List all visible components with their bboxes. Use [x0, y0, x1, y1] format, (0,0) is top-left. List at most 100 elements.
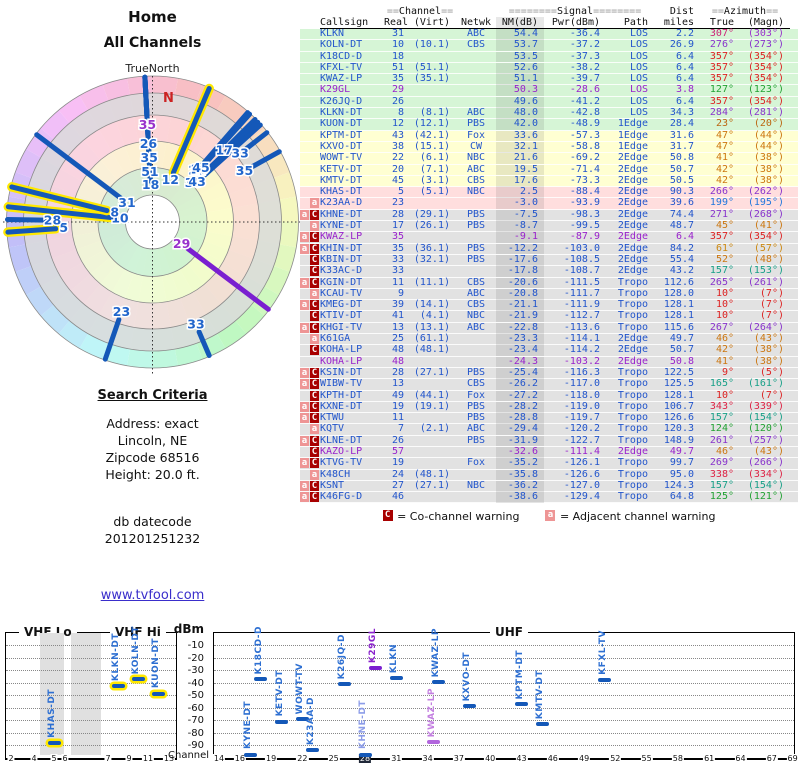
- cell-real: 7: [397, 423, 404, 435]
- gridline: [214, 670, 794, 671]
- cell-miles: 48.7: [669, 220, 694, 232]
- dbm-tick-label: -30: [187, 665, 204, 676]
- cell-callsign: K48CH: [320, 468, 351, 480]
- cell-pwr: -126.1: [563, 457, 600, 469]
- cell-azimuth-true: 42°: [715, 163, 734, 175]
- cell-netwk: ABC: [466, 107, 486, 119]
- cell-nm: 42.0: [496, 119, 544, 131]
- cell-path: 1Edge: [617, 129, 648, 141]
- co-channel-icon: C: [310, 401, 319, 412]
- cell-pwr: -126.6: [563, 468, 600, 480]
- cell-netwk: CBS: [466, 299, 486, 311]
- co-channel-legend: C = Co-channel warning: [382, 510, 519, 523]
- adjacent-channel-icon: a: [300, 367, 309, 378]
- cell-warnings: [300, 97, 320, 108]
- signal-bar: [111, 684, 125, 688]
- cell-callsign: KWAZ-LP: [320, 231, 363, 243]
- cell-netwk: CBS: [466, 174, 486, 186]
- cell-azimuth-magn: (123°): [747, 84, 784, 96]
- cell-callsign: KLKN: [320, 28, 345, 39]
- cell-callsign: KHNE-DT: [320, 208, 363, 220]
- cell-path: Tropo: [617, 299, 648, 311]
- cell-azimuth-magn: (41°): [753, 220, 784, 232]
- cell-azimuth-magn: (354°): [747, 73, 784, 85]
- channel-tick: 52: [609, 754, 622, 763]
- cell-callsign: K29GL: [320, 84, 351, 96]
- cell-path: 1Edge: [617, 118, 648, 130]
- cell-azimuth-true: 42°: [715, 174, 734, 186]
- cell-real: 48: [391, 355, 404, 367]
- gridline: [6, 720, 176, 721]
- cell-real: 57: [391, 445, 404, 457]
- cell-azimuth-magn: (257°): [747, 434, 784, 446]
- cell-callsign: WIBW-TV: [320, 378, 363, 390]
- cell-miles: 115.6: [663, 321, 694, 333]
- svg-text:33: 33: [231, 146, 248, 161]
- cell-warnings: a: [300, 334, 320, 345]
- cell-warnings: a: [300, 469, 320, 481]
- channel-tick: 37: [452, 754, 465, 763]
- tvfool-link[interactable]: www.tvfool.com: [100, 588, 205, 603]
- cell-azimuth-magn: (334°): [747, 468, 784, 480]
- dbm-tick-label: -50: [187, 690, 204, 701]
- co-channel-icon: C: [310, 458, 319, 469]
- cell-real: 24: [391, 468, 404, 480]
- vhf-hi-label: VHF Hi: [110, 626, 166, 639]
- svg-text:28: 28: [44, 212, 61, 227]
- cell-azimuth-true: 157°: [709, 265, 734, 277]
- cell-path: Tropo: [617, 310, 648, 322]
- cell-real: 18: [391, 50, 404, 62]
- svg-text:10: 10: [111, 211, 129, 226]
- cell-virt: [410, 52, 456, 63]
- cell-virt: [410, 266, 456, 277]
- cell-azimuth-true: 266°: [709, 186, 734, 198]
- bar-station-label: K23AA-D: [305, 696, 316, 745]
- cell-nm: -17.8: [496, 265, 544, 278]
- cell-pwr: -119.0: [563, 400, 600, 412]
- cell-miles: 120.3: [663, 423, 694, 435]
- cell-real: 35: [391, 242, 404, 254]
- cell-pwr: -73.3: [569, 174, 600, 186]
- gridline: [6, 695, 176, 696]
- cell-netwk: CBS: [466, 276, 486, 288]
- cell-path: 2Edge: [617, 186, 648, 198]
- cell-callsign: KLNE-DT: [320, 434, 363, 446]
- table-row: C KOHA-LP 48 (48.1) -23.4 -114.2 2Edge 5…: [300, 344, 798, 357]
- cell-virt: (26.1): [413, 220, 450, 232]
- cell-pwr: -93.9: [569, 197, 600, 209]
- adjacent-text: = Adjacent channel warning: [559, 510, 716, 523]
- channel-tick: 55: [640, 754, 653, 763]
- cell-miles: 50.8: [669, 355, 694, 367]
- cell-azimuth-true: 42°: [715, 344, 734, 356]
- cell-miles: 26.9: [669, 39, 694, 51]
- channel-tick: 58: [671, 754, 684, 763]
- cell-virt: (12.1): [413, 118, 450, 130]
- svg-text:35: 35: [236, 163, 253, 178]
- cell-azimuth-true: 61°: [715, 242, 734, 254]
- cell-warnings: C: [300, 311, 320, 322]
- table-row: a K48CH 24 (48.1) -35.8 -126.6 Tropo 95.…: [300, 468, 798, 481]
- cell-miles: 128.1: [663, 389, 694, 401]
- dbm-tick-label: -20: [187, 652, 204, 664]
- cell-pwr: -42.8: [569, 107, 600, 119]
- signal-bar: [306, 747, 320, 752]
- cell-virt: (29.1): [413, 208, 450, 220]
- cell-real: 28: [391, 366, 404, 378]
- table-row: C KPTH-DT 49 (44.1) Fox -27.2 -118.0 Tro…: [300, 389, 798, 402]
- cell-miles: 50.7: [669, 344, 694, 356]
- cell-real: 27: [391, 479, 404, 491]
- co-channel-icon: C: [310, 379, 319, 390]
- cell-pwr: -112.7: [563, 310, 600, 322]
- table-row: K29GL 29 50.3 -28.6 LOS 3.8 127° (123°): [300, 84, 798, 97]
- table-row: a K23AA-D 23 -3.0 -93.9 2Edge 39.6 199° …: [300, 197, 798, 210]
- cell-azimuth-true: 199°: [709, 197, 734, 209]
- cell-netwk: PBS: [466, 434, 486, 446]
- cell-callsign: KQTV: [320, 423, 345, 435]
- cell-netwk: [456, 74, 496, 85]
- cell-virt: [410, 357, 456, 368]
- cell-azimuth-true: 165°: [709, 378, 734, 390]
- cell-real: 51: [391, 61, 404, 73]
